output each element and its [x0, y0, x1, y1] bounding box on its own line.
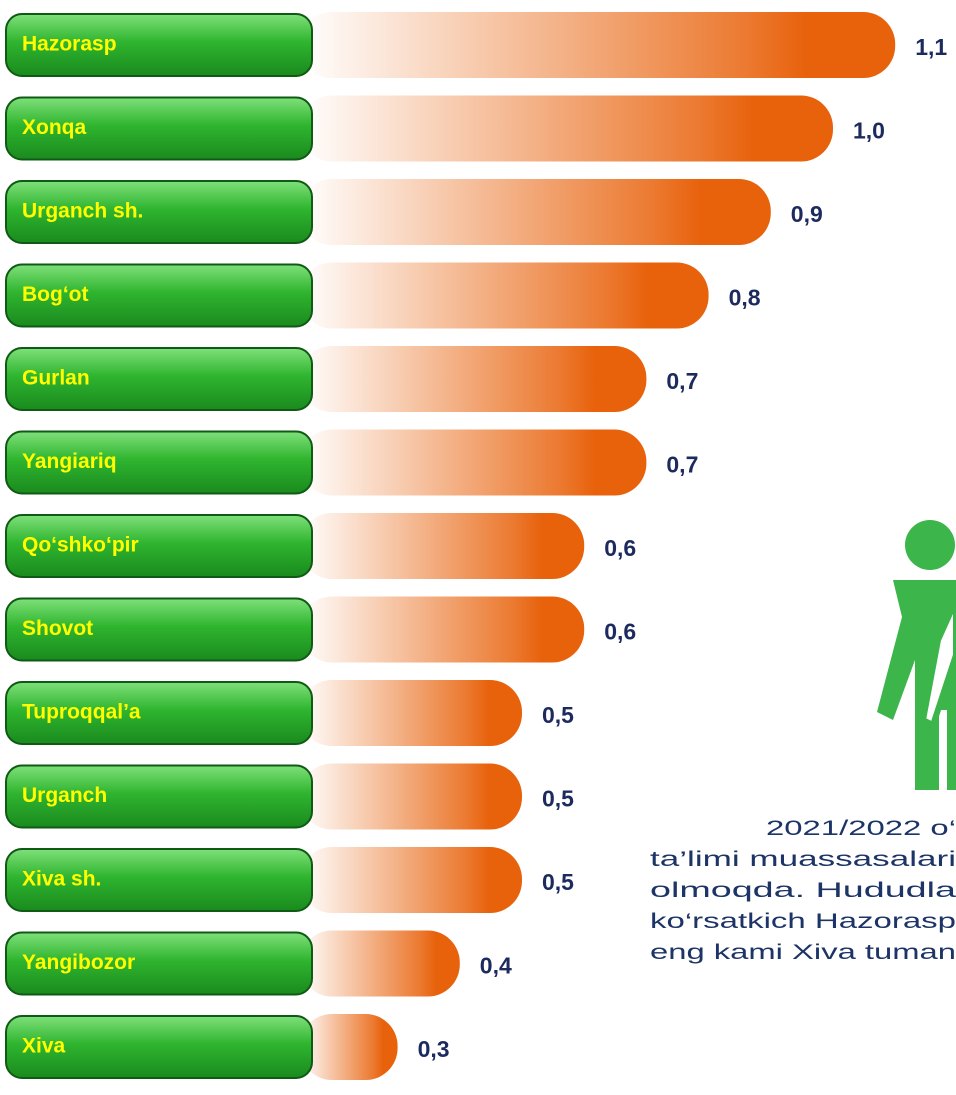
value-label: 1,1 [915, 34, 947, 60]
value-label: 0,6 [604, 619, 636, 645]
bar [300, 429, 647, 496]
value-label: 0,8 [729, 285, 761, 311]
annotation-line: olmoqda. Hududla [650, 879, 956, 902]
category-label: Bog‘ot [22, 283, 88, 306]
bar [300, 346, 647, 412]
category-pill [5, 180, 313, 244]
category-pill [5, 848, 313, 912]
value-label: 0,7 [666, 368, 698, 394]
bar [300, 179, 771, 245]
category-pill [5, 514, 313, 578]
category-label: Xonqa [22, 116, 86, 139]
category-pill [5, 263, 313, 328]
category-pill [5, 430, 313, 495]
value-label: 0,4 [480, 953, 512, 979]
category-label: Gurlan [22, 367, 90, 390]
annotation-line: ko‘rsatkich Hazorasp [650, 910, 956, 933]
category-label: Xiva sh. [22, 868, 101, 891]
category-pill [5, 13, 313, 77]
category-pill [5, 96, 313, 161]
bar [300, 513, 585, 579]
annotation-line: eng kami Xiva tuman [650, 941, 956, 964]
annotation-line: 2021/2022 o‘ [766, 817, 956, 840]
bar [300, 596, 585, 663]
category-label: Hazorasp [22, 33, 117, 56]
category-label: Qo‘shko‘pir [22, 534, 139, 557]
category-pill [5, 931, 313, 996]
category-pill [5, 764, 313, 829]
value-label: 1,0 [853, 118, 885, 144]
bar [300, 1014, 398, 1080]
value-label: 0,9 [791, 201, 823, 227]
bar [300, 763, 522, 830]
bar [300, 262, 709, 329]
bar [300, 12, 896, 78]
value-label: 0,5 [542, 869, 574, 895]
category-label: Tuproqqal’a [22, 701, 141, 724]
category-pill [5, 681, 313, 745]
category-label: Xiva [22, 1035, 66, 1058]
value-label: 0,3 [418, 1036, 450, 1062]
annotation-line: ta’limi muassasalari [650, 848, 956, 871]
person-icon [877, 520, 956, 790]
category-label: Yangiariq [22, 450, 117, 473]
category-label: Urganch sh. [22, 200, 143, 223]
bars: Hazorasp 1,1 Xonqa 1,0 Urganch sh. 0,9 Bog‘ot 0… [5, 12, 947, 1080]
annotation: 2021/2022 o‘ ta’limi muassasalari olmoqda.… [650, 817, 956, 964]
value-label: 0,5 [542, 702, 574, 728]
category-pill [5, 1015, 313, 1079]
bar [300, 930, 460, 997]
bar [300, 680, 522, 746]
category-label: Urganch [22, 784, 107, 807]
value-label: 0,6 [604, 535, 636, 561]
bar [300, 95, 833, 162]
category-pill [5, 347, 313, 411]
category-label: Yangibozor [22, 951, 135, 974]
category-pill [5, 597, 313, 662]
bar [300, 847, 522, 913]
category-label: Shovot [22, 617, 93, 640]
value-label: 0,5 [542, 786, 574, 812]
value-label: 0,7 [666, 452, 698, 478]
